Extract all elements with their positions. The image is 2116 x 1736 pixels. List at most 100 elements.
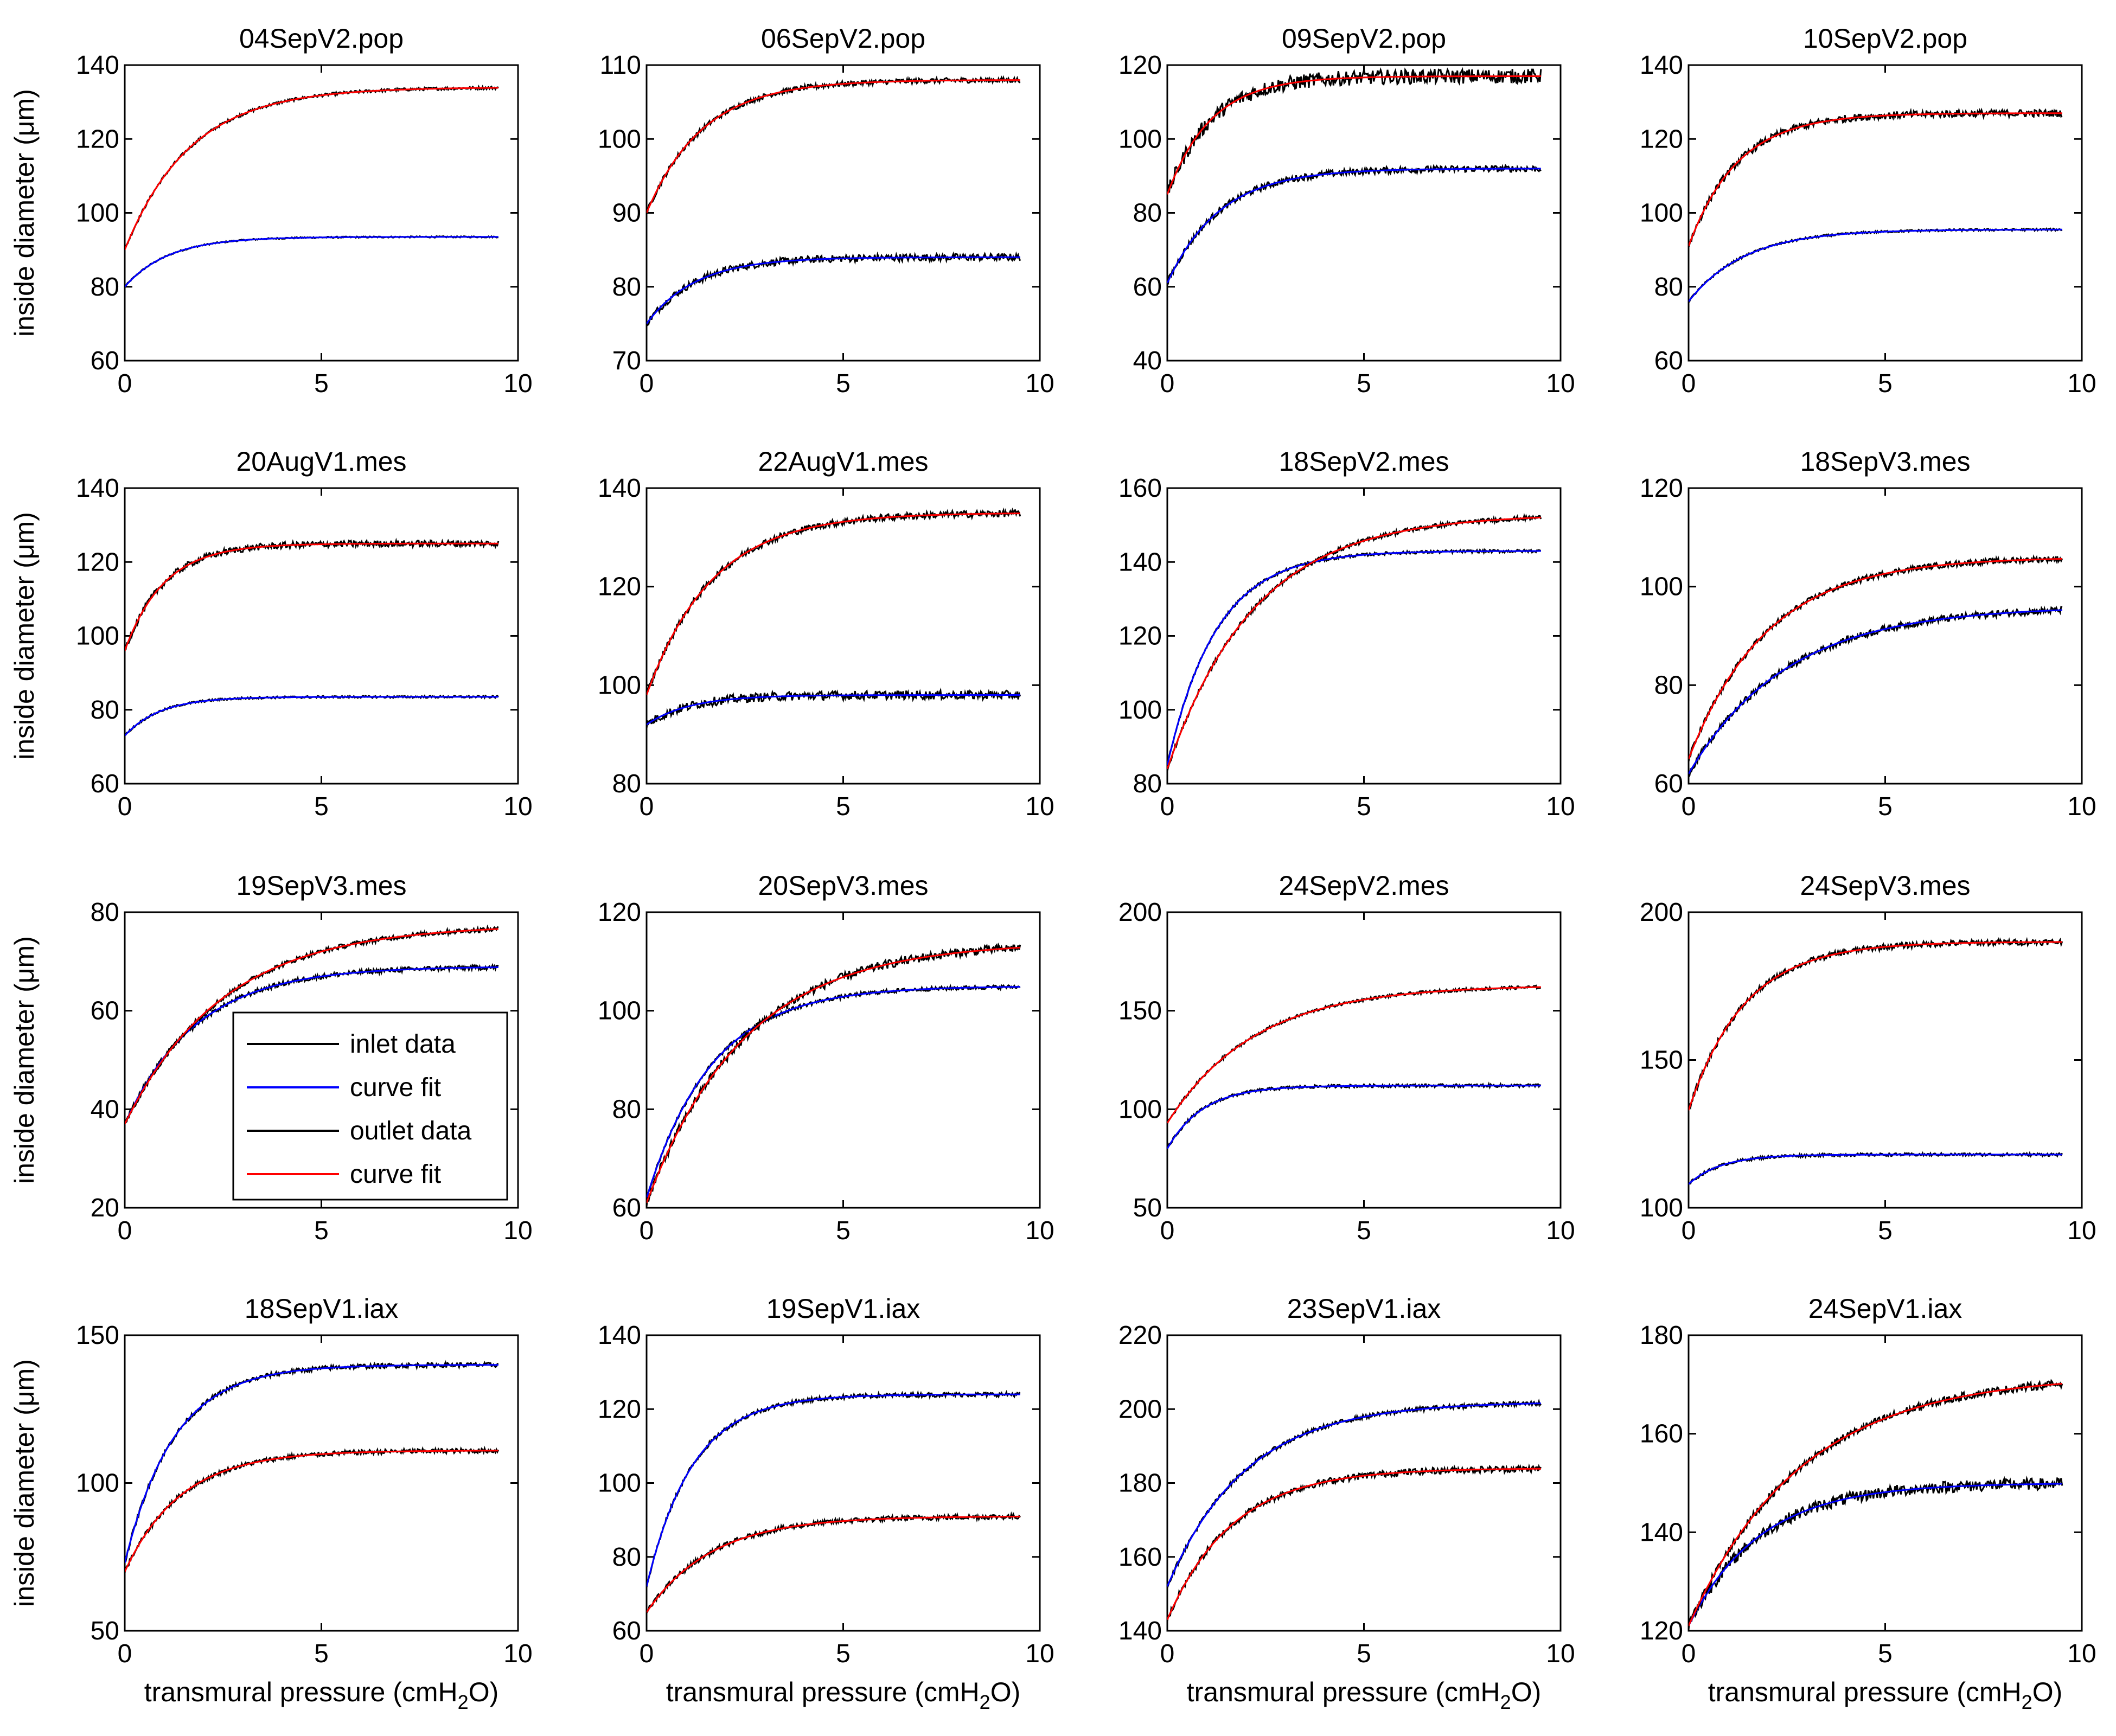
axes-box [645, 911, 1041, 1209]
y-tick-label: 60 [1654, 347, 1683, 375]
x-tick-label: 5 [314, 1216, 329, 1245]
inlet-fit-line [647, 694, 1020, 726]
axes-box [1166, 1334, 1562, 1632]
outlet-fit-line [1689, 558, 2062, 760]
x-tick-label: 0 [1682, 369, 1696, 398]
legend-label: outlet data [350, 1117, 471, 1145]
subplot-title: 10SepV2.pop [1803, 23, 1967, 54]
axes-box [1166, 64, 1562, 362]
subplot-2: 70 80 90 100 110 0 5 10 06SepV2.pop [598, 23, 1054, 398]
axes-box [645, 1334, 1041, 1632]
axes-box [1687, 487, 2083, 785]
inlet-fit-line [1689, 609, 2062, 774]
x-tick-label: 5 [836, 792, 851, 821]
subplot-14: 60 80 100 120 140 0 5 10 19SepV1.iax transmural p… [598, 1293, 1054, 1713]
x-tick-label: 10 [2067, 369, 2096, 398]
x-tick-label: 0 [1160, 1216, 1175, 1245]
y-tick-label: 150 [1640, 1046, 1683, 1075]
x-tick-label: 5 [1357, 1639, 1371, 1668]
y-tick-label: 40 [1133, 347, 1162, 375]
outlet-fit-line [647, 513, 1020, 696]
y-tick-label: 140 [76, 474, 119, 503]
y-tick-label: 100 [76, 622, 119, 651]
y-tick-label: 20 [91, 1194, 119, 1222]
subplot-9: 20 40 60 80 0 5 10 19SepV3.mes inside diameter (… [9, 870, 533, 1245]
inlet-fit-line [647, 256, 1020, 324]
y-tick-label: 60 [612, 1617, 641, 1645]
y-tick-label: 180 [1118, 1469, 1162, 1498]
y-tick-label: 120 [1640, 125, 1683, 153]
y-axis-label: inside diameter (μm) [9, 512, 40, 760]
x-tick-label: 5 [1357, 792, 1371, 821]
outlet-fit-line [647, 79, 1020, 214]
x-tick-label: 10 [1025, 1639, 1054, 1668]
y-tick-label: 80 [1654, 273, 1683, 302]
y-tick-label: 160 [1118, 474, 1162, 503]
subplot-title: 20AugV1.mes [236, 446, 406, 477]
subplot-title: 18SepV1.iax [245, 1293, 399, 1324]
y-tick-label: 100 [598, 1469, 641, 1498]
x-tick-label: 10 [1025, 369, 1054, 398]
x-tick-label: 5 [314, 1639, 329, 1668]
subplot-10: 60 80 100 120 0 5 10 20SepV3.mes [598, 870, 1054, 1245]
y-tick-label: 100 [1118, 696, 1162, 725]
y-tick-label: 50 [1133, 1194, 1162, 1222]
outlet-fit-line [1689, 941, 2062, 1111]
subplot-title: 19SepV1.iax [766, 1293, 920, 1324]
legend-label: curve fit [350, 1160, 441, 1189]
y-tick-label: 70 [612, 347, 641, 375]
outlet-fit-line [125, 87, 498, 251]
inlet-fit-line [647, 986, 1020, 1199]
outlet-fit-line [647, 946, 1020, 1203]
x-tick-label: 0 [640, 1639, 654, 1668]
inlet-fit-line [125, 696, 498, 736]
subplot-13: 50 100 150 0 5 10 18SepV1.iax inside diameter (… [9, 1293, 533, 1713]
y-tick-label: 60 [1654, 770, 1683, 798]
x-tick-label: 10 [1546, 369, 1575, 398]
y-tick-label: 100 [76, 199, 119, 228]
inlet-fit-line [1167, 168, 1541, 284]
x-tick-label: 0 [1160, 369, 1175, 398]
subplot-title: 24SepV3.mes [1800, 870, 1970, 901]
y-axis-label: inside diameter (μm) [9, 1359, 40, 1607]
y-tick-label: 80 [91, 273, 119, 302]
y-tick-label: 120 [598, 573, 641, 601]
inlet-data-line [1689, 605, 2063, 778]
x-tick-label: 5 [314, 792, 329, 821]
axes-box [1687, 911, 2083, 1209]
x-tick-label: 10 [503, 792, 532, 821]
y-axis-label: inside diameter (μm) [9, 936, 40, 1184]
x-tick-label: 10 [1025, 1216, 1054, 1245]
x-axis-label: transmural pressure (cmH2O) [144, 1677, 498, 1713]
x-tick-label: 0 [118, 1639, 132, 1668]
y-tick-label: 120 [1118, 51, 1162, 80]
y-tick-label: 150 [76, 1321, 119, 1350]
y-tick-label: 120 [1640, 1617, 1683, 1645]
y-tick-label: 80 [1133, 199, 1162, 228]
subplot-8: 60 80 100 120 0 5 10 18SepV3.mes [1640, 446, 2096, 821]
subplot-title: 09SepV2.pop [1282, 23, 1446, 54]
outlet-fit-line [125, 928, 498, 1125]
subplot-5: 60 80 100 120 140 0 5 10 20AugV1.mes inside diame… [9, 446, 533, 821]
legend: inlet data curve fit outlet data curve fit [232, 1011, 508, 1201]
subplot-title: 06SepV2.pop [761, 23, 925, 54]
subplot-title: 18SepV3.mes [1800, 446, 1970, 477]
subplot-4: 60 80 100 120 140 0 5 10 10SepV2.pop [1640, 23, 2096, 398]
x-axis-label: transmural pressure (cmH2O) [1708, 1677, 2062, 1713]
y-tick-label: 80 [612, 1543, 641, 1572]
y-tick-label: 140 [598, 474, 641, 503]
x-tick-label: 0 [1682, 1216, 1696, 1245]
y-tick-label: 100 [1640, 573, 1683, 601]
y-tick-label: 140 [1640, 1518, 1683, 1547]
y-tick-label: 80 [1133, 770, 1162, 798]
y-tick-label: 120 [598, 1395, 641, 1424]
subplot-title: 20SepV3.mes [758, 870, 928, 901]
y-tick-label: 100 [1640, 199, 1683, 228]
y-tick-label: 40 [91, 1095, 119, 1124]
x-tick-label: 5 [836, 1216, 851, 1245]
legend-label: curve fit [350, 1073, 441, 1102]
subplot-12: 100 150 200 0 5 10 24SepV3.mes [1640, 870, 2096, 1245]
outlet-fit-line [1689, 112, 2062, 247]
